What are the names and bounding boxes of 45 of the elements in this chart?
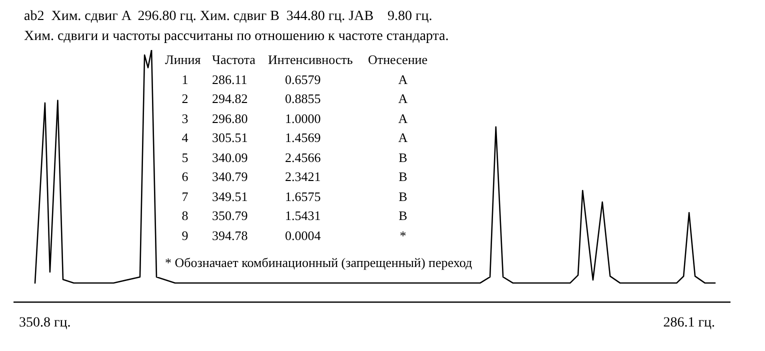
annotation: A [398, 130, 408, 146]
annotation: 0.8855 [285, 91, 321, 107]
annotation: 296.80 [212, 110, 248, 126]
annotation: Частота [212, 52, 256, 68]
annotation: 0.6579 [285, 72, 321, 88]
annotation: B [398, 208, 408, 224]
annotation: 3 [182, 110, 188, 126]
annotation: 340.09 [212, 150, 248, 166]
annotation: 5 [182, 150, 188, 166]
annotation: Отнесение [368, 52, 428, 68]
annotation: * [400, 228, 406, 244]
annotation: 9 [182, 228, 188, 244]
annotation: 4 [182, 130, 188, 146]
chart-subtitle: Хим. сдвиги и частоты рассчитаны по отношению к частоте стандарта. [24, 29, 449, 45]
annotation: 1.0000 [285, 110, 321, 126]
annotation: 7 [182, 188, 188, 204]
annotation: 2 [182, 91, 188, 107]
annotation: B [398, 150, 408, 166]
annotation: 349.51 [212, 188, 248, 204]
x-tick-label: 350.8 гц. [19, 315, 71, 330]
annotation: A [398, 91, 408, 107]
annotation: 1.5431 [285, 208, 321, 224]
x-tick-label: 286.1 гц. [663, 315, 716, 330]
annotation: Интенсивность [268, 52, 353, 68]
annotation: 294.82 [212, 91, 248, 107]
annotation: 2.3421 [285, 169, 321, 185]
annotation: 1.4569 [285, 130, 321, 146]
annotation: 8 [182, 208, 188, 224]
annotation: * Обозначает комбинационный (запрещенный) переход [165, 254, 474, 271]
annotation: 1.6575 [285, 188, 321, 204]
annotation: A [398, 110, 408, 126]
chart-title: ab2 Хим. сдвиг A 296.80 гц. Хим. сдвиг B 344.80 гц. JAB 9.80 гц. [24, 9, 432, 25]
annotation: 1 [182, 72, 188, 88]
annotation: 286.11 [212, 72, 248, 88]
annotation: B [398, 169, 408, 185]
annotation: 6 [182, 169, 188, 185]
annotation: 350.79 [212, 208, 248, 224]
annotation: A [398, 72, 408, 88]
annotation: 394.78 [212, 228, 248, 244]
annotation: 2.4566 [285, 150, 321, 166]
annotation: 0.0004 [285, 228, 321, 244]
annotation: 305.51 [212, 130, 248, 146]
annotation: 340.79 [212, 169, 248, 185]
annotation: B [398, 188, 408, 204]
annotation: Линия [165, 52, 201, 68]
